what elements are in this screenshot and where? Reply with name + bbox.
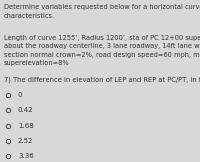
Text: 0: 0 <box>18 92 22 98</box>
Text: Length of curve 1255’, Radius 1200’, sta of PC 12+00 superelevation rotated
abou: Length of curve 1255’, Radius 1200’, sta… <box>4 35 200 66</box>
Text: Determine variables requested below for a horizontal curve with the following
ch: Determine variables requested below for … <box>4 4 200 19</box>
Text: 3.36: 3.36 <box>18 153 34 159</box>
Text: 0.42: 0.42 <box>18 107 34 113</box>
Text: 1.68: 1.68 <box>18 122 34 129</box>
Text: 2.52: 2.52 <box>18 138 33 144</box>
Text: 7) The difference in elevation of LEP and REP at PC/PT, in ft, is:: 7) The difference in elevation of LEP an… <box>4 77 200 83</box>
